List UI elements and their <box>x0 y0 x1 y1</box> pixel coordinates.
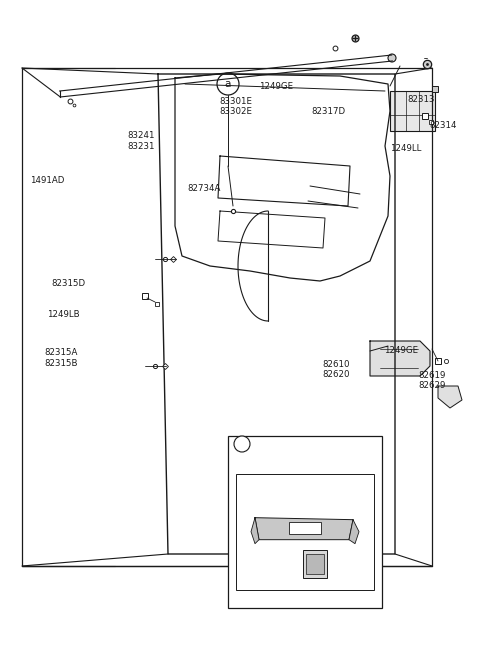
Text: 83301E
83302E: 83301E 83302E <box>220 96 252 116</box>
FancyBboxPatch shape <box>306 554 324 575</box>
Text: 82315D: 82315D <box>52 279 86 288</box>
Text: 1249GE: 1249GE <box>384 346 418 356</box>
Text: 82619
82629: 82619 82629 <box>418 371 446 390</box>
FancyBboxPatch shape <box>303 550 327 579</box>
Text: 1249LL: 1249LL <box>390 144 421 154</box>
Text: 82317D: 82317D <box>312 107 346 116</box>
Text: 93581F: 93581F <box>249 587 282 596</box>
Text: a: a <box>225 79 231 89</box>
FancyBboxPatch shape <box>228 436 382 608</box>
Circle shape <box>388 54 396 62</box>
Text: 82314: 82314 <box>430 121 457 131</box>
Circle shape <box>234 436 250 452</box>
Text: 93580L
93580R: 93580L 93580R <box>262 484 295 504</box>
Polygon shape <box>255 518 353 540</box>
Text: a: a <box>239 440 245 449</box>
Text: 1249LB: 1249LB <box>47 310 80 319</box>
FancyBboxPatch shape <box>236 474 374 590</box>
Text: 82313: 82313 <box>408 95 435 104</box>
Text: 82315A
82315B: 82315A 82315B <box>44 348 78 368</box>
Circle shape <box>217 73 239 95</box>
FancyBboxPatch shape <box>289 522 321 534</box>
Polygon shape <box>349 520 359 544</box>
Text: 82610
82620: 82610 82620 <box>322 359 350 379</box>
Polygon shape <box>370 341 430 376</box>
Polygon shape <box>251 518 259 544</box>
Polygon shape <box>438 386 462 408</box>
Text: 83241
83231: 83241 83231 <box>128 131 156 151</box>
Text: 1491AD: 1491AD <box>30 176 64 185</box>
FancyBboxPatch shape <box>390 91 435 131</box>
Text: 82734A: 82734A <box>187 184 221 194</box>
Text: 1249GE: 1249GE <box>259 82 293 91</box>
Text: 93582A
93582B: 93582A 93582B <box>234 520 268 539</box>
